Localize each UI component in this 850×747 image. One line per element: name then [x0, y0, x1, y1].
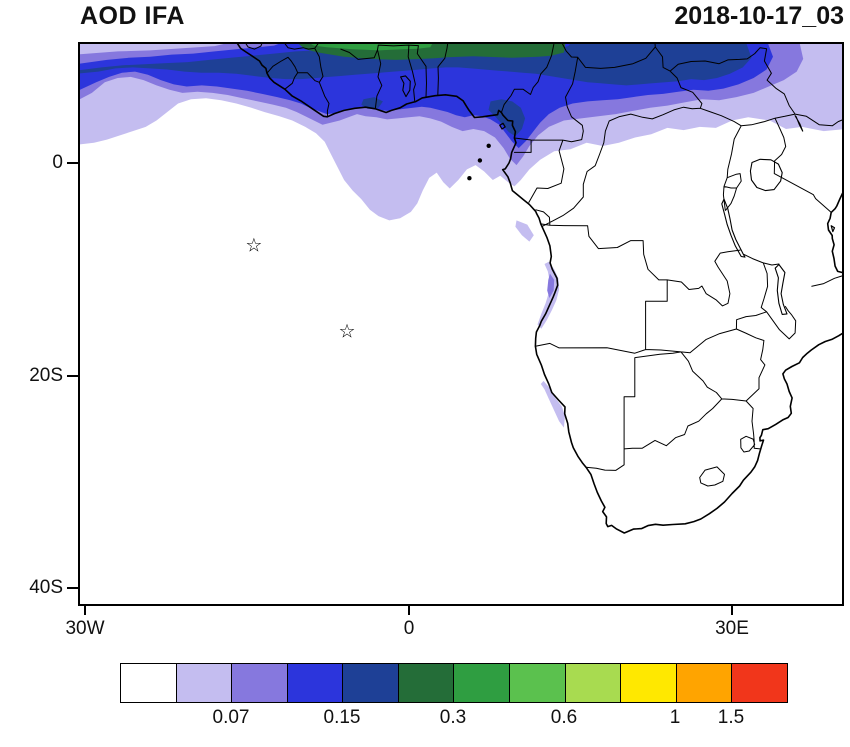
colorbar-label: 1 [669, 707, 681, 728]
aod-contour-fill-level1 [139, 115, 149, 122]
plot-title: AOD IFA [80, 2, 185, 30]
colorbar-label: 0.07 [212, 707, 250, 728]
colorbar-cell-10 [675, 664, 732, 702]
colorbar-cell-0 [121, 664, 176, 702]
coastline [236, 44, 842, 534]
colorbar-cell-6 [453, 664, 510, 702]
colorbar-cell-8 [564, 664, 621, 702]
small-island-dot [486, 143, 491, 148]
colorbar-label: 1.5 [717, 707, 745, 728]
aod-contour-fill-level4 [488, 99, 526, 137]
y-axis-tick [67, 587, 78, 589]
colorbar [120, 663, 788, 703]
colorbar-cell-7 [509, 664, 565, 702]
y-axis-tick-label: 40S [29, 577, 63, 598]
map-plot: ☆ ☆ 0 20S 40S 30W 0 30E [29, 42, 844, 639]
aod-contour-fill-level1 [92, 124, 103, 133]
colorbar-label: 0.3 [439, 707, 467, 728]
x-axis-tick-label: 30E [715, 618, 749, 639]
aod-contour-fill-level1 [515, 220, 534, 242]
colorbar-label: 0.6 [550, 707, 578, 728]
colorbar-cell-4 [342, 664, 398, 702]
colorbar-label: 0.15 [323, 707, 361, 728]
colorbar-cell-11 [731, 664, 787, 702]
x-axis-tick-label: 0 [403, 618, 415, 639]
aod-contour-fill-level2 [547, 273, 555, 298]
x-axis-tick [408, 604, 410, 615]
x-axis-tick [84, 604, 86, 615]
y-axis-tick [67, 162, 78, 164]
colorbar-cell-5 [397, 664, 454, 702]
x-axis-tick-label: 30W [65, 618, 105, 639]
small-island-dot [467, 176, 472, 181]
y-axis-tick [67, 375, 78, 377]
colorbar-cell-3 [286, 664, 343, 702]
small-island-dot [477, 158, 483, 163]
aod-contour-fill-level1 [111, 91, 124, 101]
aod-contour-fill-level4 [361, 97, 383, 109]
aod-contour-fill-level1 [537, 261, 560, 329]
africa-map-canvas [80, 44, 842, 534]
y-axis-tick-label: 20S [29, 365, 63, 386]
coastline [826, 192, 842, 274]
x-axis-tick [731, 604, 733, 615]
aod-contour-fill-level1 [540, 380, 565, 428]
y-axis-tick-label: 0 [52, 152, 63, 173]
colorbar-cell-1 [175, 664, 232, 702]
st-helena-star: ☆ [338, 321, 356, 343]
aod-contour-fill-level4 [80, 44, 752, 86]
plot-timestamp: 2018-10-17_03 [674, 2, 844, 30]
lakes [400, 75, 804, 315]
ascension-island-star: ☆ [245, 236, 263, 258]
country-borders [245, 44, 842, 487]
islands [499, 122, 836, 233]
colorbar-cell-2 [231, 664, 287, 702]
colorbar-cell-9 [620, 664, 676, 702]
